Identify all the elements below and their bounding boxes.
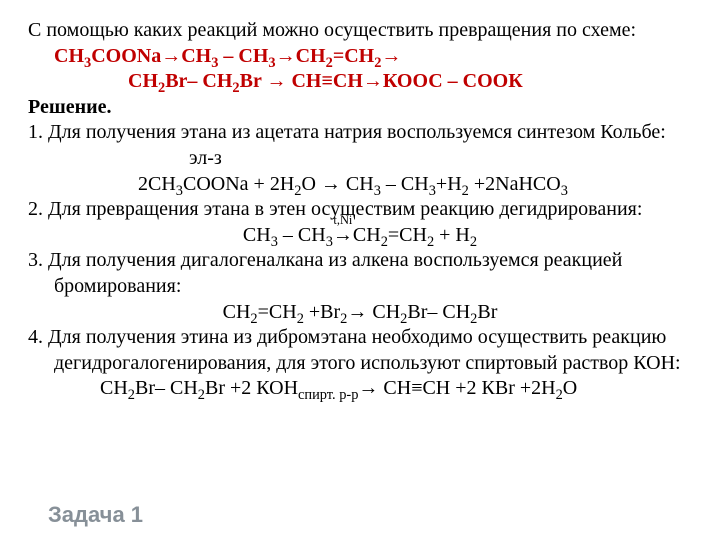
step1-text: 1. Для получения этана из ацетата натрия… bbox=[28, 120, 692, 171]
step2-text: 2. Для превращения этана в этен осуществ… bbox=[28, 197, 692, 223]
scheme-line2-row: СН2Br– СН2Br → СН≡СН→КООС – СООК bbox=[28, 69, 692, 95]
intro-lead: С помощью каких реакций можно осуществит… bbox=[28, 19, 636, 41]
scheme-line1: СН3СООNa→СН3 – СН3→СН2=СН2→ bbox=[54, 45, 401, 67]
slide-content: С помощью каких реакций можно осуществит… bbox=[28, 18, 692, 402]
step2-eq: СН3 – СН3t,Ni → СН2=СН2 + Н2 bbox=[28, 223, 692, 249]
step1-eq: 2СН3СООNa + 2Н2О → СН3 – СН3+Н2 +2NaНСО3 bbox=[28, 172, 692, 198]
intro-block: С помощью каких реакций можно осуществит… bbox=[28, 18, 692, 69]
step4-eq: СН2Br– СН2Br +2 КОНспирт. р-р→ СН≡СН +2 … bbox=[28, 376, 692, 402]
step3-text: 3. Для получения дигалогеналкана из алке… bbox=[28, 248, 692, 299]
scheme-line2: СН2Br– СН2Br → СН≡СН→КООС – СООК bbox=[128, 70, 523, 92]
arrow-with-anno: t,Ni → bbox=[333, 223, 353, 249]
solution-label: Решение. bbox=[28, 95, 692, 121]
step3-eq: СН2=СН2 +Br2→ СН2Br– СН2Br bbox=[28, 300, 692, 326]
step1-anno: эл-з bbox=[189, 147, 222, 169]
step4-text: 4. Для получения этина из дибромэтана не… bbox=[28, 325, 692, 376]
slide-title: Задача 1 bbox=[48, 502, 143, 528]
